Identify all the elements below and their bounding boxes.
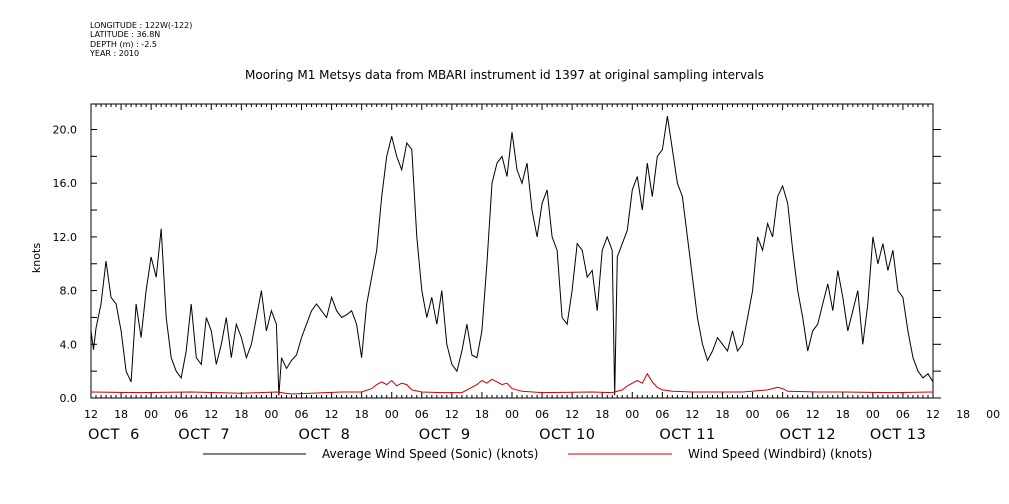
date-label: OCT 7	[178, 427, 230, 443]
x-tick-label: 06	[776, 408, 790, 421]
y-axis-label: knots	[30, 243, 43, 273]
plot-border	[90, 103, 934, 399]
x-tick-label: 12	[685, 408, 699, 421]
meta-longitude: LONGITUDE : 122W(-122)	[90, 21, 193, 30]
legend: Average Wind Speed (Sonic) (knots) Wind S…	[203, 447, 872, 461]
x-tick-label: 06	[174, 408, 188, 421]
date-label: OCT 10	[539, 427, 595, 443]
x-tick-label: 12	[445, 408, 459, 421]
x-tick-label: 12	[84, 408, 98, 421]
x-tick-label: 00	[746, 408, 760, 421]
x-tick-label: 06	[655, 408, 669, 421]
date-label: OCT 13	[870, 427, 926, 443]
x-tick-label: 12	[204, 408, 218, 421]
x-tick-label: 00	[866, 408, 880, 421]
x-tick-label: 06	[415, 408, 429, 421]
x-tick-label: 00	[385, 408, 399, 421]
x-tick-label: 00	[144, 408, 158, 421]
series-line-1	[90, 116, 934, 396]
y-tick-label: 0.0	[60, 392, 78, 405]
chart-title: Mooring M1 Metsys data from MBARI instru…	[245, 68, 764, 82]
x-tick-label: 18	[836, 408, 850, 421]
x-tick-label: 18	[475, 408, 489, 421]
x-tick-label: 00	[986, 408, 1000, 421]
date-label: OCT 9	[419, 427, 471, 443]
x-tick-label: 18	[234, 408, 248, 421]
x-tick-label: 06	[295, 408, 309, 421]
legend-label-2: Wind Speed (Windbird) (knots)	[688, 447, 872, 461]
meta-latitude: LATITUDE : 36.8N	[90, 30, 161, 40]
x-tick-label: 00	[264, 408, 278, 421]
x-tick-label: 12	[806, 408, 820, 421]
y-tick-label: 8.0	[60, 285, 78, 298]
x-tick-label: 12	[325, 408, 339, 421]
plot-frame	[90, 103, 934, 399]
meta-year: YEAR : 2010	[90, 48, 140, 58]
series-line-2	[90, 372, 934, 395]
x-tick-label: 18	[956, 408, 970, 421]
x-tick-label: 18	[355, 408, 369, 421]
x-tick-label: 12	[565, 408, 579, 421]
x-axis: 12 18 00 06 12 18 00 06 12 18 00 06 12 18 00 06 12 18 00 06…	[84, 408, 1000, 443]
y-tick-label: 16.0	[53, 177, 78, 190]
y-tick-label: 20.0	[53, 124, 78, 137]
x-tick-label: 18	[595, 408, 609, 421]
date-label: OCT 6	[88, 427, 140, 443]
metadata-block: LONGITUDE : 122W(-122) LATITUDE : 36.8N …	[90, 21, 192, 58]
y-tick-label: 4.0	[60, 338, 78, 351]
series-layer	[90, 116, 934, 396]
y-tick-label: 12.0	[53, 231, 78, 244]
legend-label-1: Average Wind Speed (Sonic) (knots)	[322, 447, 538, 461]
x-tick-label: 00	[505, 408, 519, 421]
date-label: OCT 11	[659, 427, 715, 443]
x-tick-label: 06	[535, 408, 549, 421]
meta-depth: DEPTH (m) : -2.5	[90, 39, 157, 49]
date-label: OCT 12	[780, 427, 836, 443]
x-tick-label: 18	[114, 408, 128, 421]
date-label: OCT 8	[299, 427, 351, 443]
x-tick-label: 00	[625, 408, 639, 421]
x-tick-label: 18	[716, 408, 730, 421]
x-tick-label: 12	[926, 408, 940, 421]
x-tick-label: 06	[896, 408, 910, 421]
y-axis: 0.0 4.0 8.0 12.0 16.0 20.0	[53, 124, 941, 405]
